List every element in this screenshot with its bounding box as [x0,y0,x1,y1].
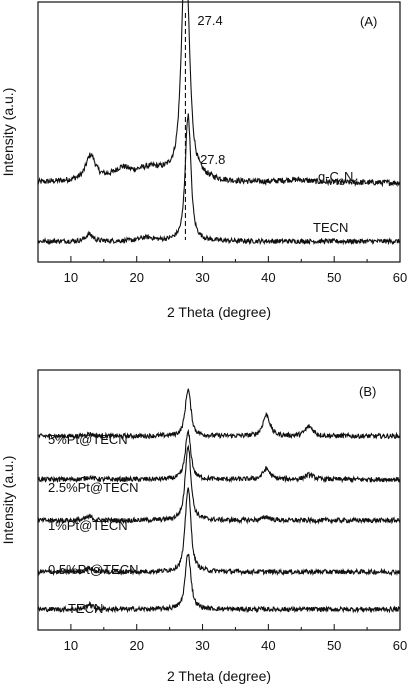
x-tick-label: 40 [261,270,275,285]
peak-annotation-27-4: 27.4 [197,13,222,28]
series-line-5pct-pt [37,388,401,440]
series-line-g-c3n4 [37,0,401,188]
x-tick-label: 10 [64,638,78,653]
series-line-tecn-a [37,113,401,246]
x-tick-label: 30 [195,270,209,285]
panel-a-y-axis-label: Intensity (a.u.) [0,88,16,177]
x-tick-label: 30 [195,638,209,653]
series-line-tecn-b [37,553,401,614]
panel-b-y-axis-label: Intensity (a.u.) [0,456,16,545]
series-line-0-5pct-pt [37,487,401,577]
series-line-2-5pct-pt [37,428,401,484]
series-label-0-5pct-pt: 0.5%Pt@TECN [48,562,139,577]
x-tick-label: 60 [393,638,407,653]
panel-a-x-axis-label: 2 Theta (degree) [167,304,271,320]
series-label-5pct-pt: 5%Pt@TECN [48,432,128,447]
peak-annotation-27-8: 27.8 [200,152,225,167]
panel-b-label: (B) [359,384,376,399]
x-tick-label: 50 [327,638,341,653]
series-label-tecn-a: TECN [313,220,348,235]
x-tick-label: 10 [64,270,78,285]
panel-a-frame [37,1,401,263]
panel-b: (B) 5%Pt@TECN 2.5%Pt@TECN 1%Pt@TECN 0.5%… [0,369,407,684]
panel-b-frame [37,369,401,631]
x-tick-label: 20 [129,270,143,285]
panel-a: (A) 27.4 27.8 g-C3N4 TECN 10 20 30 40 50 60 2… [0,0,407,320]
panel-a-label: (A) [360,14,377,29]
series-label-g-c3n4-main: g-C [318,169,339,184]
panel-a-x-ticks: 10 20 30 40 50 60 [64,256,407,285]
series-label-g-c3n4: g-C3N4 [318,169,358,187]
x-tick-label: 50 [327,270,341,285]
series-label-g-c3n4-n: N [344,169,353,184]
x-tick-label: 20 [129,638,143,653]
series-label-g-c3n4-sub4: 4 [353,177,358,187]
series-label-g-c3n4-sub3: 3 [339,177,344,187]
x-tick-label: 60 [393,270,407,285]
series-line-1pct-pt [37,444,401,525]
series-label-tecn-b: TECN [68,601,103,616]
x-tick-label: 40 [261,638,275,653]
series-label-2-5pct-pt: 2.5%Pt@TECN [48,480,139,495]
panel-b-x-axis-label: 2 Theta (degree) [167,668,271,684]
panel-b-x-ticks: 10 20 30 40 50 60 [64,624,407,653]
series-label-1pct-pt: 1%Pt@TECN [48,518,128,533]
